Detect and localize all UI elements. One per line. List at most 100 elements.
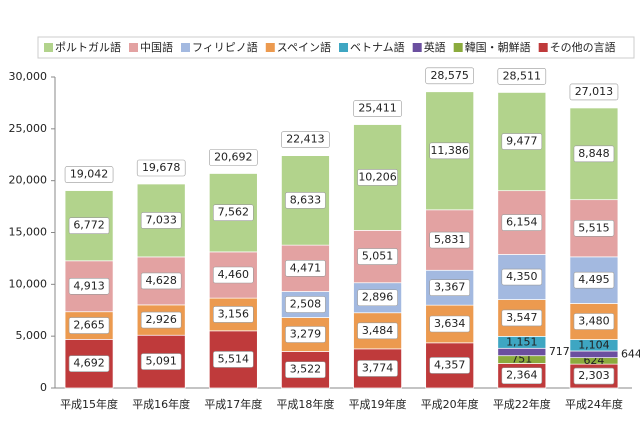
data-label: 5,515	[578, 221, 610, 234]
data-label: 2,364	[506, 369, 538, 382]
label-box	[501, 214, 543, 231]
legend-swatch	[538, 43, 548, 52]
data-label: 5,514	[218, 352, 250, 365]
data-label: 3,522	[290, 363, 322, 376]
bar-segment	[497, 347, 547, 357]
data-label: 3,367	[434, 281, 466, 294]
data-label: 4,495	[578, 273, 610, 286]
label-box	[501, 268, 543, 286]
data-label: 4,913	[73, 279, 105, 292]
x-tick-label: 平成16年度	[132, 397, 190, 411]
bar-segment	[569, 350, 619, 359]
data-label: 3,634	[434, 317, 466, 330]
data-label: 3,484	[362, 324, 394, 337]
y-tick-label: 5,000	[16, 329, 48, 342]
data-label: 4,357	[434, 358, 466, 371]
label-box	[357, 289, 398, 307]
label-box	[140, 353, 182, 370]
total-label: 19,678	[142, 161, 181, 174]
label-box	[573, 367, 615, 385]
legend-box	[37, 36, 635, 59]
legend-swatch	[453, 43, 463, 52]
label-box	[429, 357, 470, 374]
data-label: 4,628	[145, 274, 177, 287]
label-box	[429, 142, 470, 160]
y-tick-label: 0	[40, 381, 47, 394]
y-tick-label: 30,000	[9, 70, 48, 83]
label-box	[425, 67, 474, 85]
label-box	[285, 260, 326, 277]
total-label: 20,692	[214, 150, 253, 163]
x-tick-label: 平成22年度	[493, 397, 551, 411]
legend-label: 中国語	[140, 40, 173, 54]
data-label: 10,206	[358, 170, 397, 183]
total-label: 19,042	[70, 168, 109, 181]
label-box	[429, 279, 470, 297]
label-box	[569, 83, 619, 101]
data-label: 3,480	[578, 314, 610, 327]
label-box	[68, 355, 110, 372]
label-box	[285, 192, 326, 209]
label-box	[64, 166, 114, 183]
x-tick-label: 平成19年度	[349, 397, 407, 411]
legend-label: その他の言語	[550, 40, 616, 54]
label-box	[140, 212, 182, 229]
label-box	[285, 361, 326, 379]
data-label: 6,154	[506, 216, 538, 229]
data-label: 3,279	[290, 327, 322, 340]
label-box	[140, 311, 182, 329]
y-tick-label: 15,000	[9, 226, 48, 239]
data-label: 5,831	[434, 233, 466, 246]
legend-label: スペイン語	[277, 40, 331, 54]
label-box	[213, 266, 254, 284]
data-label: 7,033	[145, 213, 177, 226]
data-label: 4,692	[73, 357, 105, 370]
label-box	[353, 100, 402, 117]
data-label: 3,156	[218, 307, 250, 320]
label-box	[501, 367, 543, 385]
y-tick-label: 20,000	[9, 174, 48, 187]
total-label: 27,013	[575, 85, 614, 98]
data-label: 3,547	[506, 311, 538, 324]
label-box	[573, 313, 615, 330]
label-box	[285, 296, 326, 313]
label-box	[497, 68, 547, 85]
legend-swatch	[339, 43, 349, 52]
legend-swatch	[265, 43, 275, 52]
legend-label: ベトナム語	[350, 40, 405, 54]
label-box	[209, 149, 258, 166]
label-box	[573, 219, 615, 237]
y-tick-label: 10,000	[9, 277, 48, 290]
label-box	[213, 306, 254, 323]
total-label: 22,413	[286, 133, 325, 146]
x-tick-label: 平成20年度	[421, 397, 479, 411]
data-label: 4,460	[218, 268, 250, 281]
label-box	[68, 317, 110, 334]
label-box	[357, 169, 398, 186]
data-label: 2,665	[73, 319, 105, 332]
legend-swatch	[129, 43, 138, 52]
data-label: 5,051	[362, 250, 394, 263]
label-box	[68, 277, 110, 295]
y-tick-label: 25,000	[9, 122, 48, 135]
total-label: 28,511	[503, 69, 542, 82]
legend-label: フィリピノ語	[192, 40, 258, 54]
data-label: 9,477	[506, 135, 538, 148]
data-label: 644	[621, 347, 640, 360]
x-tick-label: 平成24年度	[565, 397, 623, 411]
legend-swatch	[44, 43, 53, 52]
label-box	[501, 133, 543, 150]
x-tick-label: 平成15年度	[60, 397, 118, 411]
data-label: 7,562	[218, 206, 250, 219]
label-box	[357, 360, 398, 377]
data-label: 2,896	[362, 291, 394, 304]
data-label: 717	[549, 345, 570, 358]
label-box	[573, 271, 615, 289]
label-box	[140, 272, 182, 290]
legend-label: ポルトガル語	[55, 40, 121, 54]
legend-label: 英語	[424, 40, 446, 54]
data-label: 2,303	[578, 369, 610, 382]
data-label: 4,471	[290, 261, 322, 274]
label-box	[573, 145, 615, 163]
